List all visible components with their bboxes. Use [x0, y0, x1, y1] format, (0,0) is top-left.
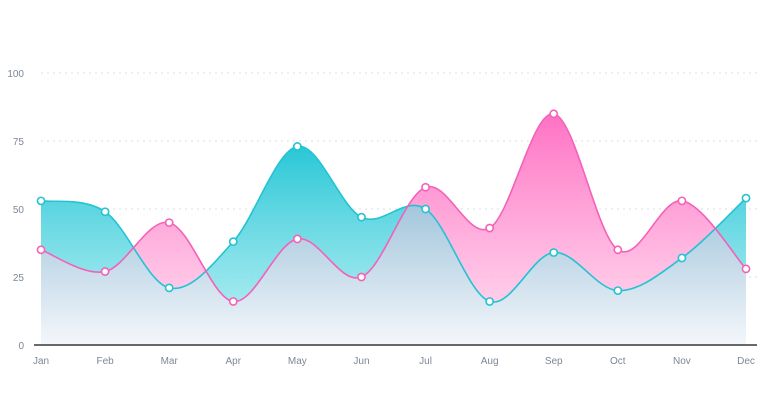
y-tick-label: 75	[13, 137, 25, 148]
x-tick-label: Jul	[419, 356, 432, 367]
data-point	[677, 253, 687, 263]
data-point	[357, 212, 366, 222]
data-point	[421, 182, 430, 192]
data-point	[549, 109, 559, 119]
data-point	[36, 196, 46, 206]
data-point	[100, 207, 110, 217]
data-point	[741, 193, 751, 203]
area-layer	[41, 113, 746, 345]
y-tick-label: 25	[13, 273, 25, 284]
x-tick-label: Apr	[225, 356, 241, 367]
data-point	[677, 196, 687, 206]
x-tick-label: Jan	[33, 356, 49, 367]
x-tick-label: Nov	[673, 356, 691, 367]
data-point	[613, 286, 623, 295]
data-point	[164, 283, 174, 293]
data-point	[741, 264, 751, 274]
tick-labels: 0 25 50 75 100 Jan Feb Mar Apr May Jun Jul Aug Sep Oct…	[7, 69, 755, 367]
data-point	[228, 237, 238, 247]
data-point	[421, 204, 430, 214]
x-tick-label: Jun	[353, 356, 369, 367]
x-tick-label: Aug	[481, 356, 499, 367]
x-tick-label: Mar	[161, 356, 179, 367]
data-point	[485, 297, 495, 306]
data-point	[36, 245, 46, 255]
point-layer	[36, 109, 751, 306]
x-tick-label: Sep	[545, 356, 563, 367]
y-tick-label: 50	[13, 205, 25, 216]
data-point	[485, 223, 495, 233]
x-tick-label: May	[288, 356, 307, 367]
data-point	[292, 234, 302, 244]
data-point	[549, 248, 559, 257]
y-tick-label: 0	[18, 341, 24, 352]
data-point	[164, 218, 174, 227]
y-tick-label: 100	[7, 69, 24, 80]
data-point	[100, 267, 110, 276]
data-point	[613, 245, 623, 255]
data-point	[292, 142, 302, 151]
data-point	[357, 272, 366, 282]
x-tick-label: Feb	[96, 356, 114, 367]
x-tick-label: Dec	[737, 356, 755, 367]
data-point	[228, 297, 238, 306]
x-tick-label: Oct	[610, 356, 626, 367]
